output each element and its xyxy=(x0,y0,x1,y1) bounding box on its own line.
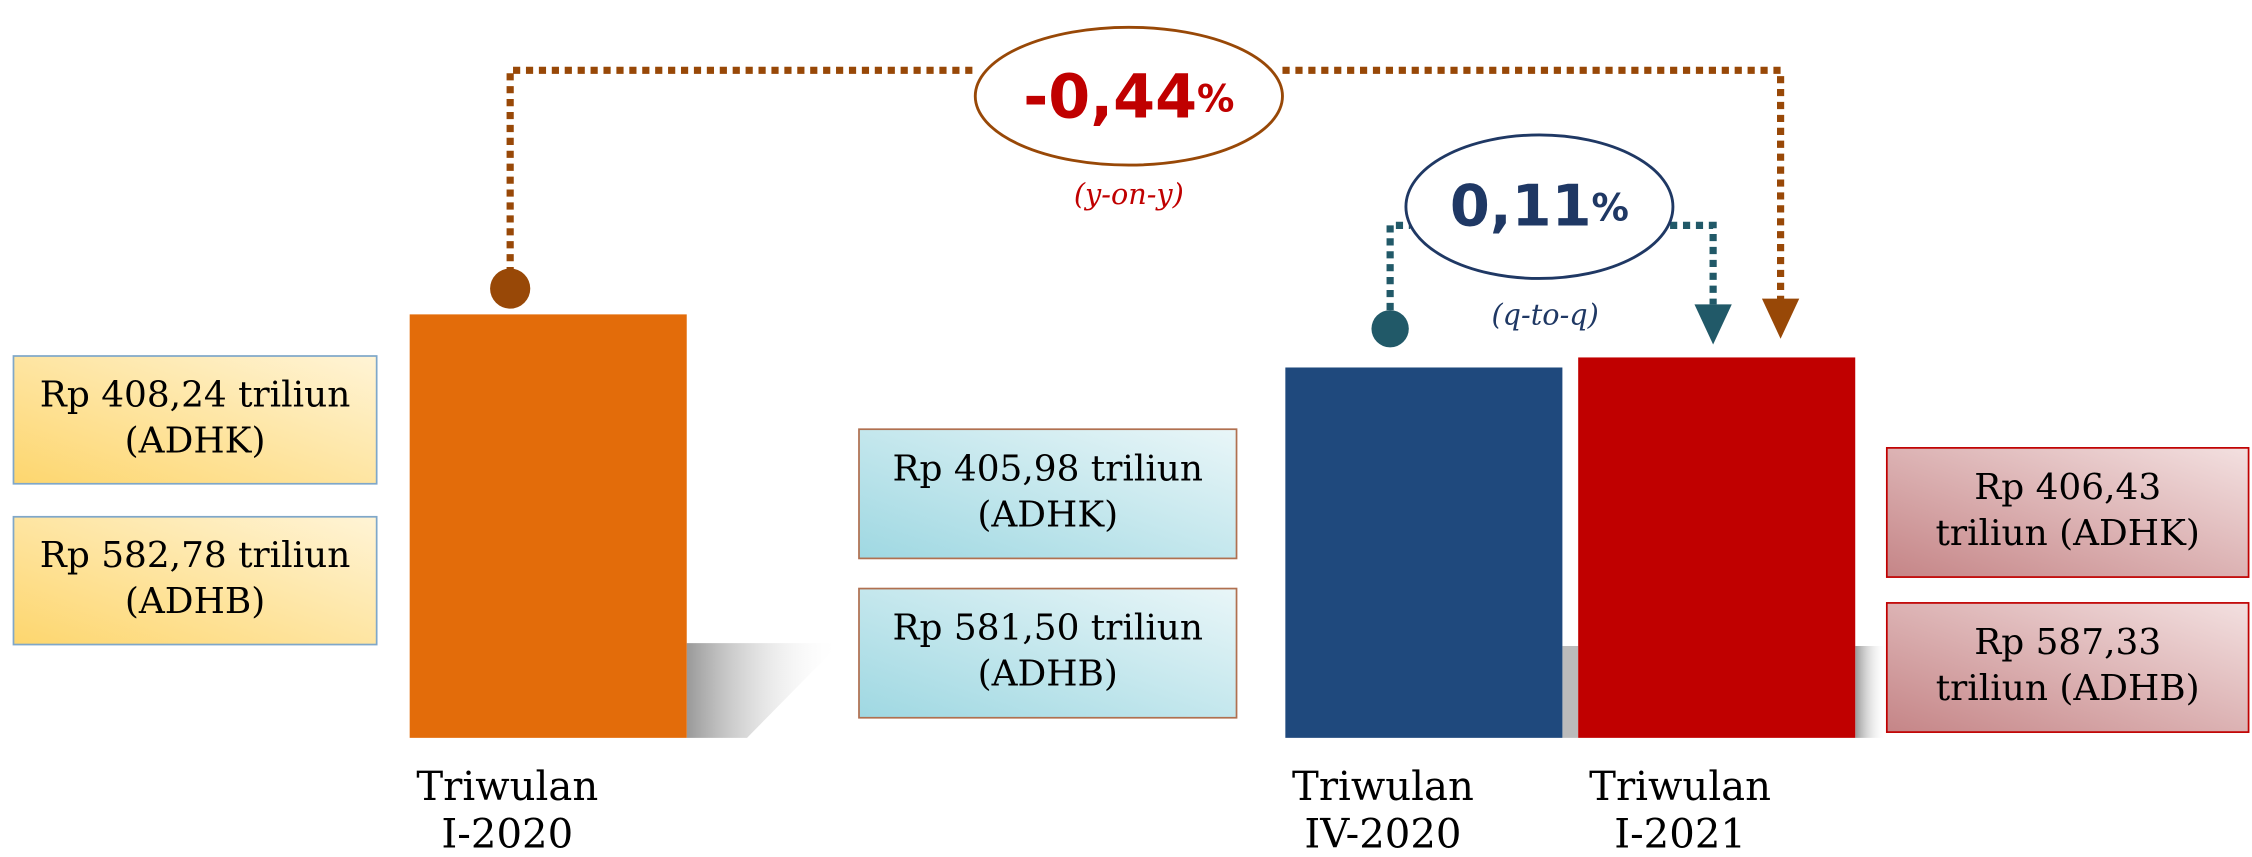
value-text: Rp 587,33 xyxy=(1974,622,2161,663)
connector xyxy=(1386,221,1411,323)
value-text: triliun (ADHK) xyxy=(1936,513,2200,554)
connector xyxy=(506,66,977,288)
connectors xyxy=(506,66,1785,323)
bar xyxy=(1285,367,1563,738)
value-text: (ADHK) xyxy=(125,420,266,461)
qtq-note: (q-to-q) xyxy=(1491,298,1598,332)
value-text: Rp 582,78 triliun xyxy=(40,535,351,576)
shadow xyxy=(1855,645,1887,738)
value-text: (ADHK) xyxy=(977,494,1118,535)
value-text: triliun (ADHB) xyxy=(1936,668,2200,709)
value-text: Rp 406,43 xyxy=(1974,467,2161,508)
connector xyxy=(1670,221,1717,305)
value-text: Rp 405,98 triliun xyxy=(893,448,1204,489)
qtq-value: 0,11% xyxy=(1450,172,1629,239)
period-label: Triwulan xyxy=(1589,764,1771,810)
period-label: Triwulan xyxy=(1292,764,1474,810)
arrow-head xyxy=(1694,304,1732,345)
connector xyxy=(1282,66,1785,302)
shadow xyxy=(686,643,841,738)
start-dot xyxy=(1371,310,1409,348)
value-text: Rp 581,50 triliun xyxy=(893,608,1204,649)
bar xyxy=(409,314,687,738)
period-label: Triwulan xyxy=(416,764,598,810)
value: -0,44 xyxy=(1023,62,1197,132)
value-box xyxy=(12,355,378,485)
value-text: (ADHB) xyxy=(125,581,265,622)
value-box xyxy=(12,515,378,646)
value-box xyxy=(1885,602,2250,733)
qtq-ellipse xyxy=(1404,133,1675,280)
bar xyxy=(1578,357,1856,738)
yoy-value: -0,44% xyxy=(1023,62,1234,132)
shadow xyxy=(1562,645,1579,738)
value-text: Rp 408,24 triliun xyxy=(40,374,351,415)
unit: % xyxy=(1592,185,1629,229)
arrow-head xyxy=(1761,298,1800,339)
value-box xyxy=(858,587,1238,719)
yoy-ellipse xyxy=(973,25,1284,167)
start-dot xyxy=(490,268,531,309)
value-box xyxy=(858,428,1238,560)
period-label: IV-2020 xyxy=(1304,811,1461,857)
value-text: (ADHB) xyxy=(978,654,1118,695)
yoy-note: (y-on-y) xyxy=(1074,177,1184,211)
value: 0,11 xyxy=(1450,172,1592,239)
shadows xyxy=(686,643,1887,738)
period-label: I-2021 xyxy=(1614,811,1746,857)
unit: % xyxy=(1197,76,1234,120)
period-label: I-2020 xyxy=(441,811,573,857)
value-box xyxy=(1885,447,2250,578)
